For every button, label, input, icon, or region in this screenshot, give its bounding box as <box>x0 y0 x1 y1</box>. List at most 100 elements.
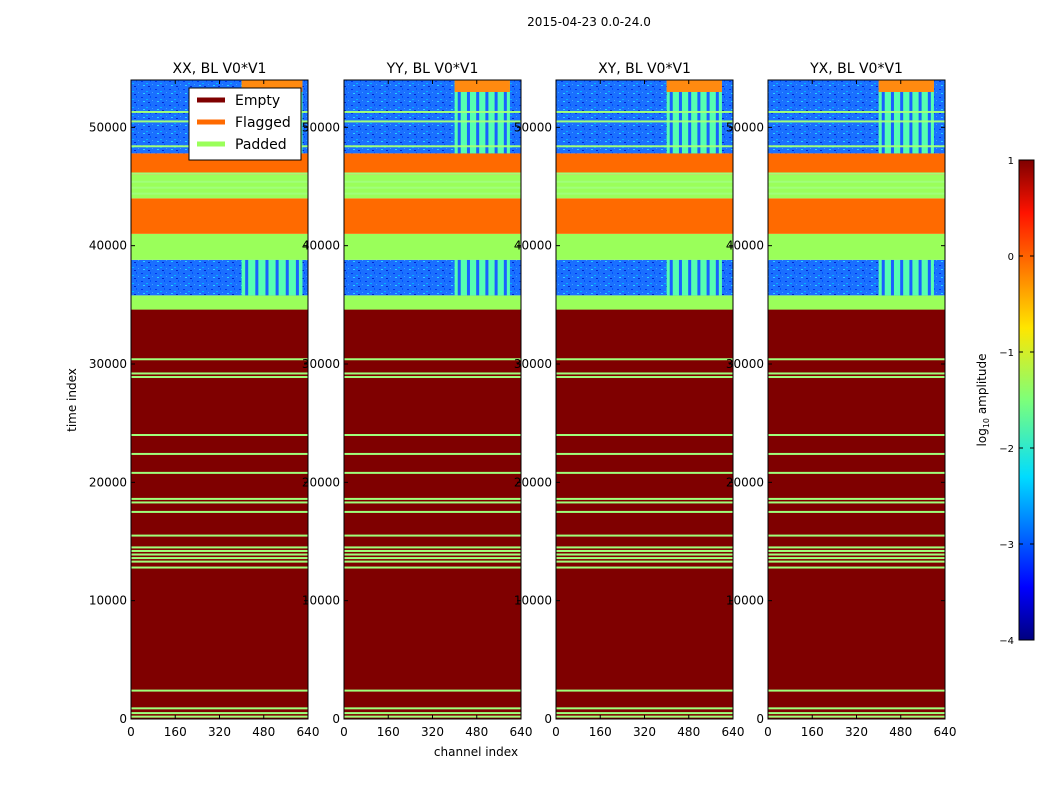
padded-stripe <box>768 172 945 175</box>
band-padded <box>131 174 308 199</box>
padded-stripe <box>131 180 308 183</box>
y-tick-label: 10000 <box>302 594 340 608</box>
padded-stripe <box>768 110 945 113</box>
y-tick-label: 10000 <box>514 594 552 608</box>
bright-channel-region <box>666 80 722 154</box>
colorbar-label: log10 amplitude <box>975 354 991 447</box>
band-empty <box>768 309 945 719</box>
x-tick-label: 0 <box>764 725 772 739</box>
band-padded <box>131 295 308 310</box>
x-tick-label: 160 <box>164 725 187 739</box>
padded-stripe <box>556 689 733 692</box>
channel-streak <box>245 259 249 296</box>
band-padded <box>344 174 521 199</box>
panel-title: XX, BL V0*V1 <box>173 61 267 77</box>
padded-stripe <box>768 497 945 500</box>
colorbar-tick-label: 0 <box>1008 252 1014 263</box>
channel-streak <box>697 80 701 154</box>
padded-stripe <box>131 712 308 715</box>
bright-channel-region <box>454 80 510 154</box>
padded-stripe <box>556 501 733 504</box>
channel-streak <box>688 80 692 154</box>
x-tick-label: 480 <box>889 725 912 739</box>
padded-stripe <box>556 110 733 113</box>
x-tick-label: 480 <box>252 725 275 739</box>
channel-streak <box>909 259 913 296</box>
padded-stripe <box>768 549 945 552</box>
y-tick-label: 50000 <box>726 120 764 134</box>
padded-stripe <box>131 534 308 537</box>
channel-streak <box>900 259 904 296</box>
y-tick-label: 20000 <box>514 475 552 489</box>
padded-stripe <box>768 186 945 189</box>
padded-stripe <box>768 553 945 556</box>
band-padded <box>768 233 945 260</box>
padded-stripe <box>131 560 308 563</box>
y-tick-label: 40000 <box>514 239 552 253</box>
y-tick-label: 20000 <box>726 475 764 489</box>
y-tick-label: 20000 <box>302 475 340 489</box>
x-tick-label: 320 <box>208 725 231 739</box>
padded-stripe <box>556 180 733 183</box>
channel-streak <box>466 259 470 296</box>
padded-stripe <box>344 566 521 569</box>
padded-stripe <box>556 434 733 436</box>
padded-stripe <box>556 192 733 195</box>
channel-streak <box>706 259 710 296</box>
panel-title: YY, BL V0*V1 <box>386 61 479 77</box>
padded-stripe <box>344 471 521 474</box>
channel-streak <box>909 80 913 154</box>
x-tick-label: 0 <box>552 725 560 739</box>
x-tick-label: 160 <box>801 725 824 739</box>
padded-stripe <box>131 434 308 436</box>
channel-streak <box>706 80 710 154</box>
padded-stripe <box>131 376 308 379</box>
colorbar-tick-label: −1 <box>999 348 1014 359</box>
panel: YX, BL V0*V1 0 160 320 480 640 0 10000 20000 3000… <box>726 61 957 739</box>
band-padded <box>344 295 521 310</box>
channel-streak <box>715 80 719 154</box>
legend-label: Padded <box>235 137 287 153</box>
y-tick-label: 20000 <box>89 475 127 489</box>
padded-stripe <box>556 358 733 361</box>
x-tick-label: 640 <box>722 725 745 739</box>
legend-label: Empty <box>235 93 280 109</box>
channel-streak <box>918 259 922 296</box>
padded-stripe <box>344 120 521 123</box>
channel-streak <box>485 80 489 154</box>
bright-top-band <box>878 80 934 92</box>
channel-streak <box>900 80 904 154</box>
padded-stripe <box>344 501 521 504</box>
channel-streak <box>918 80 922 154</box>
padded-stripe <box>131 186 308 189</box>
y-tick-label: 30000 <box>514 357 552 371</box>
y-tick-label: 30000 <box>302 357 340 371</box>
padded-stripe <box>344 553 521 556</box>
padded-stripe <box>768 145 945 148</box>
padded-stripe <box>768 120 945 123</box>
channel-streak <box>927 80 931 154</box>
y-axis-label: time index <box>65 368 79 432</box>
padded-stripe <box>131 172 308 175</box>
padded-stripe <box>556 557 733 560</box>
x-tick-label: 640 <box>297 725 320 739</box>
padded-stripe <box>768 560 945 563</box>
y-tick-label: 40000 <box>302 239 340 253</box>
panel: XX, BL V0*V1 0 160 320 480 640 0 10000 20000 3000… <box>89 61 320 739</box>
channel-streak <box>457 80 461 154</box>
band-flagged <box>344 153 521 175</box>
y-tick-label: 0 <box>119 712 127 726</box>
colorbar-tick-label: −2 <box>999 444 1014 455</box>
channel-streak <box>295 259 299 296</box>
padded-stripe <box>344 186 521 189</box>
padded-stripe <box>768 501 945 504</box>
padded-stripe <box>768 471 945 474</box>
padded-stripe <box>344 549 521 552</box>
bright-top-band <box>454 80 510 92</box>
band-empty <box>131 309 308 719</box>
padded-stripe <box>131 553 308 556</box>
band-padded <box>768 295 945 310</box>
bright-channel-region <box>878 259 934 296</box>
band-empty <box>344 309 521 719</box>
